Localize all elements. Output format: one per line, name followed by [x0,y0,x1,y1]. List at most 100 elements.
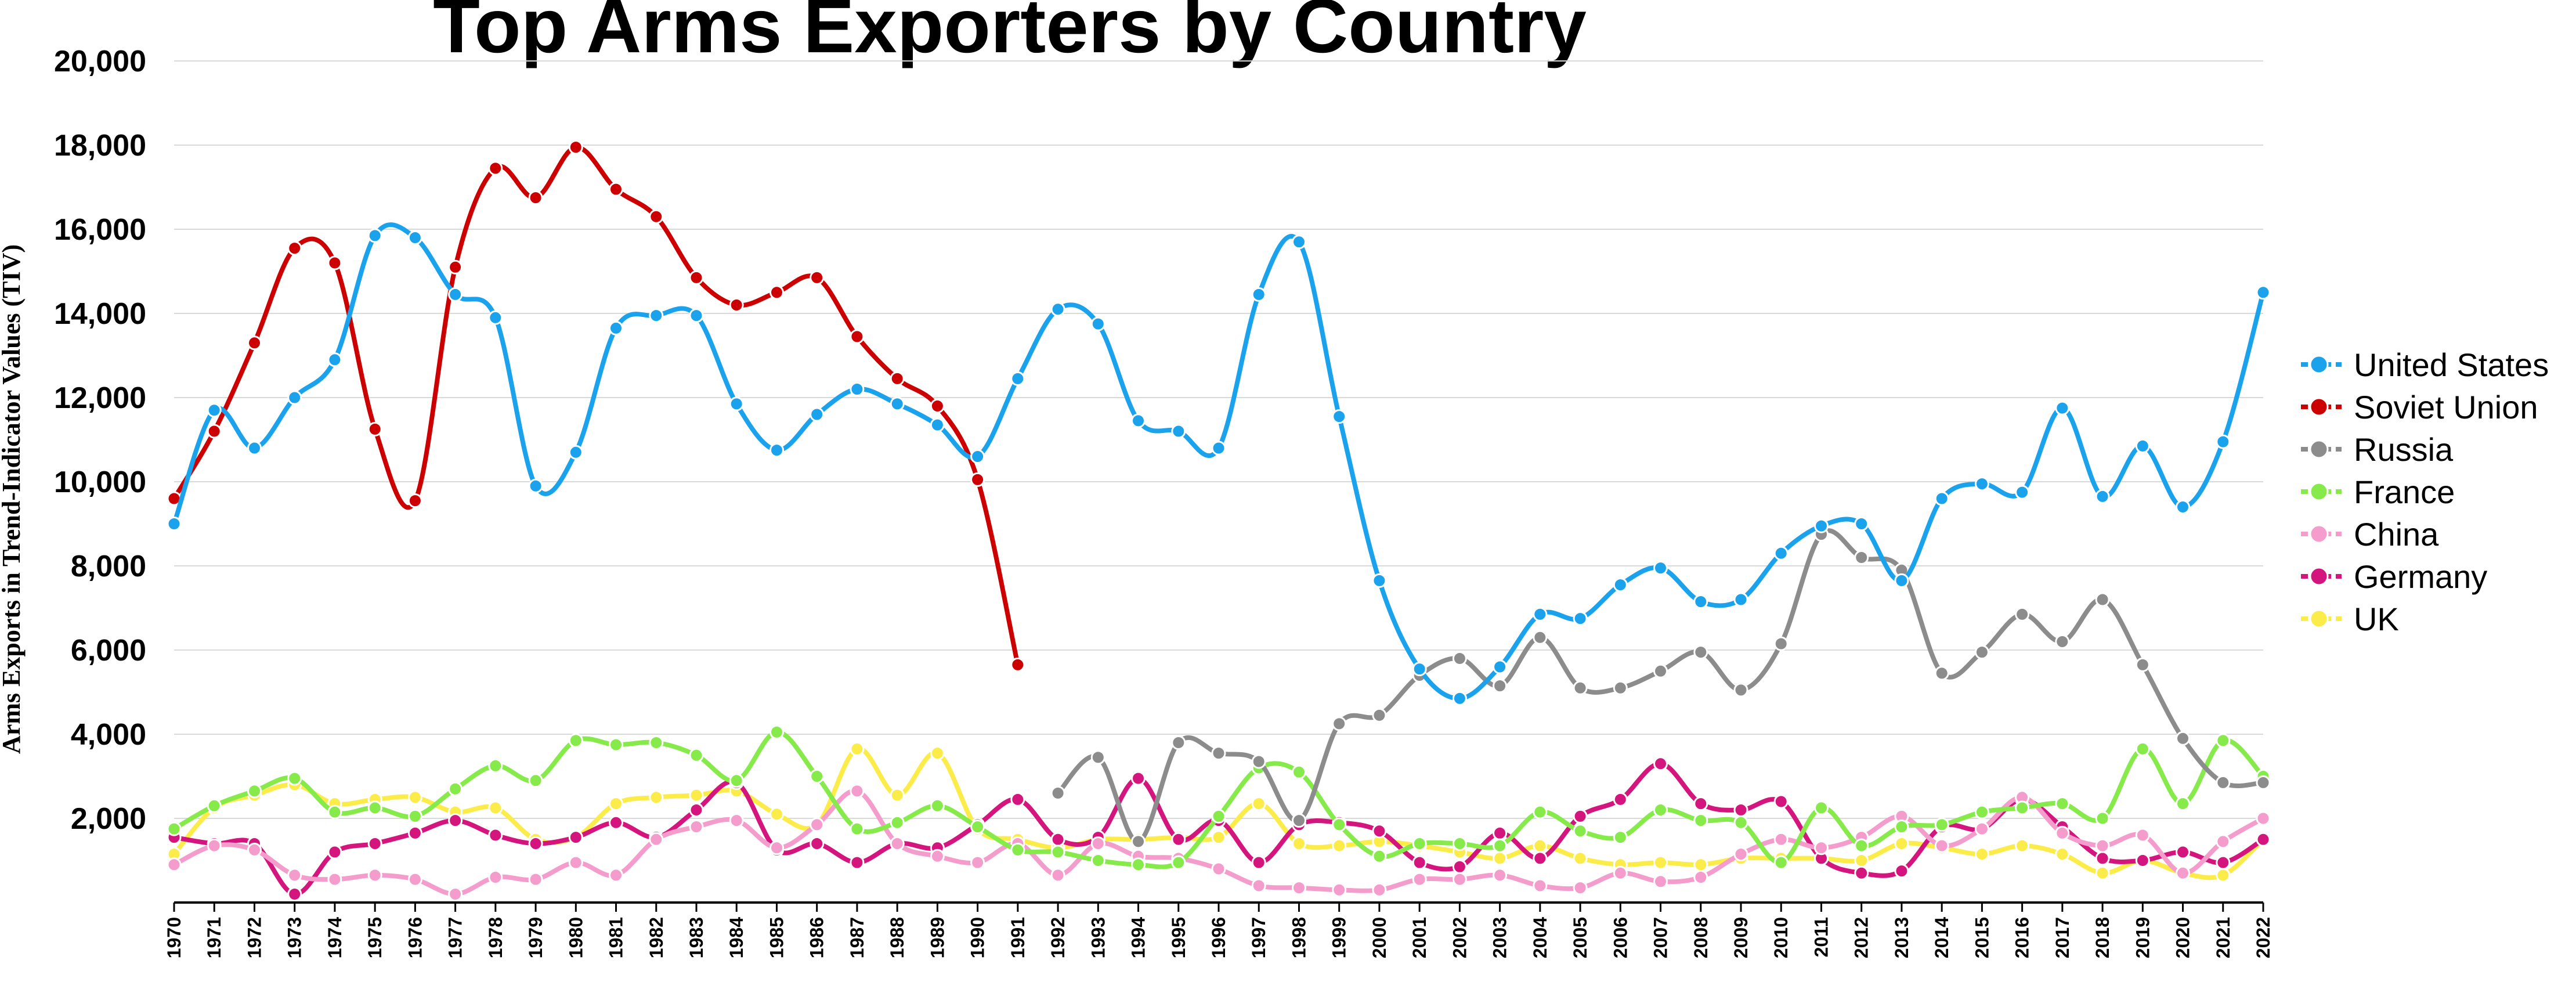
data-point-united-states [890,396,905,412]
data-point-france [287,771,302,786]
data-point-united-states [327,352,342,367]
data-point-germany [528,836,543,851]
data-point-germany [327,844,342,860]
data-point-united-states [649,308,664,323]
data-point-france [2176,796,2190,811]
x-tick-label: 1970 [164,917,185,958]
x-tick-label: 2013 [1891,917,1912,958]
data-point-germany [689,803,704,817]
data-point-germany [1613,792,1628,807]
x-tick-label: 1992 [1047,917,1068,958]
data-point-united-states [1372,573,1387,588]
data-point-united-states [1613,577,1628,593]
x-tick-label: 1997 [1248,917,1269,958]
data-point-soviet-union [769,285,784,300]
x-tick-label: 2007 [1650,917,1671,958]
data-point-soviet-union [970,472,985,487]
x-tick-label: 1995 [1168,917,1189,958]
data-point-china [367,868,382,883]
data-point-united-states [1934,491,1949,506]
data-point-soviet-union [689,270,704,285]
data-point-russia [1693,645,1708,660]
legend-label: UK [2354,601,2399,637]
data-point-france [850,821,865,836]
data-point-china [2256,811,2271,826]
data-point-united-states [407,230,422,245]
data-point-soviet-union [407,493,422,508]
data-point-united-states [2216,434,2231,449]
data-point-france [1814,800,1829,815]
data-point-united-states [2055,400,2070,416]
data-point-france [528,773,543,788]
y-tick-label: 6,000 [71,634,146,667]
x-tick-label: 2017 [2052,917,2073,958]
data-point-china [609,868,623,883]
data-point-france [207,798,222,813]
data-point-france [769,724,784,739]
x-tick-label: 1975 [364,917,385,958]
series-united-states [167,222,2271,706]
data-point-germany [568,830,583,845]
y-tick-label: 10,000 [54,465,146,499]
data-point-uk [1653,855,1668,870]
series-china [167,784,2271,901]
data-point-united-states [970,449,985,464]
legend-item-uk: UK [2301,601,2399,637]
data-point-germany [367,836,382,851]
data-point-china [810,817,825,832]
data-point-russia [1773,636,1789,651]
x-tick-label: 2006 [1610,917,1631,958]
data-point-germany [2216,855,2231,870]
legend-item-france: France [2301,474,2455,510]
data-point-united-states [367,228,382,243]
data-point-germany [1412,855,1427,870]
data-point-china [1533,878,1548,893]
data-point-germany [1131,771,1146,786]
data-point-france [1292,764,1306,779]
series-lines [167,140,2271,901]
data-point-china [1332,882,1347,897]
data-point-china [2176,865,2190,880]
data-point-united-states [448,287,463,302]
data-point-united-states [207,403,222,418]
legend-item-united-states: United States [2301,346,2549,383]
data-point-russia [1452,651,1467,666]
data-point-china [2135,828,2150,843]
x-tick-label: 1999 [1329,917,1350,958]
data-point-france [568,733,583,748]
x-tick-label: 1980 [565,917,586,958]
data-point-united-states [167,517,182,531]
data-point-france [1653,803,1668,817]
data-point-germany [609,815,623,830]
data-point-united-states [1211,441,1226,456]
data-point-russia [1854,550,1869,565]
data-point-germany [1773,794,1789,809]
x-tick-label: 2016 [2012,917,2033,958]
legend-label: Russia [2354,431,2454,468]
legend-swatch-marker [2309,439,2329,459]
data-point-united-states [1090,316,1105,331]
data-point-uk [1573,851,1588,866]
data-point-germany [1493,825,1508,840]
data-point-france [327,804,342,820]
data-point-russia [1372,708,1387,723]
data-point-china [1773,832,1789,847]
data-point-china [769,840,784,856]
data-point-united-states [2015,485,2030,500]
data-point-france [1613,830,1628,845]
legend: United States Soviet Union Russia France Chi… [2301,346,2549,637]
data-point-china [1050,868,1065,883]
data-point-france [1412,836,1427,851]
data-point-france [167,821,182,836]
data-point-uk [1974,847,1989,862]
data-point-china [2055,825,2070,840]
x-tick-label: 1989 [927,917,948,958]
data-point-russia [2256,775,2271,790]
data-point-china [1251,878,1266,893]
x-tick-label: 1979 [525,917,546,958]
data-point-china [1412,872,1427,887]
data-point-uk [1894,836,1909,851]
data-point-soviet-union [729,298,744,312]
data-point-china [407,872,422,887]
data-point-france [1010,842,1025,857]
